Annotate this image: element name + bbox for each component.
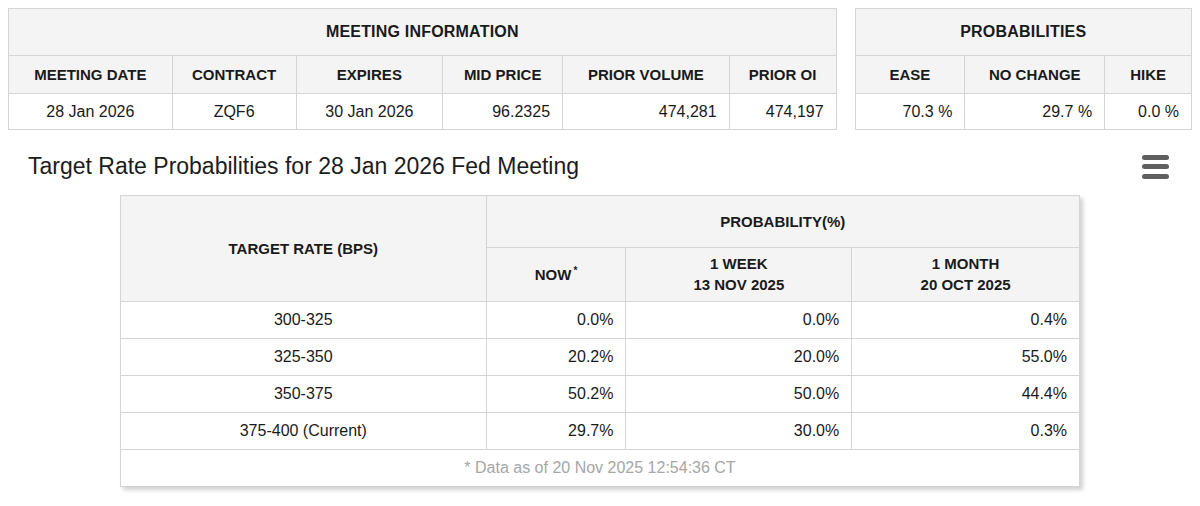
month-probability: 44.4% <box>852 376 1080 413</box>
data-as-of-footnote: * Data as of 20 Nov 2025 12:54:36 CT <box>121 450 1080 487</box>
chart-title-row: Target Rate Probabilities for 28 Jan 202… <box>28 153 1172 180</box>
footnote-asterisk: * <box>573 265 577 276</box>
meeting-info-data-row: 28 Jan 2026 ZQF6 30 Jan 2026 96.2325 474… <box>9 94 837 130</box>
meeting-information-table: MEETING INFORMATION MEETING DATE CONTRAC… <box>8 8 837 130</box>
one-week-label: 1 WEEK <box>634 254 843 274</box>
now-column-header: NOW* <box>486 248 626 302</box>
table-row: 325-350 20.2% 20.0% 55.0% <box>121 339 1080 376</box>
mid-price-value: 96.2325 <box>443 94 563 130</box>
week-probability: 0.0% <box>626 302 852 339</box>
summary-tables-row: MEETING INFORMATION MEETING DATE CONTRAC… <box>8 8 1192 130</box>
hike-value: 0.0 % <box>1105 94 1192 130</box>
probabilities-table: PROBABILITIES EASE NO CHANGE HIKE 70.3 %… <box>855 8 1192 130</box>
probabilities-data-row: 70.3 % 29.7 % 0.0 % <box>855 94 1191 130</box>
now-probability: 50.2% <box>486 376 626 413</box>
week-probability: 50.0% <box>626 376 852 413</box>
meeting-date-header: MEETING DATE <box>9 56 173 94</box>
prior-oi-value: 474,197 <box>729 94 836 130</box>
no-change-header: NO CHANGE <box>965 56 1105 94</box>
probabilities-header-row: EASE NO CHANGE HIKE <box>855 56 1191 94</box>
week-probability: 20.0% <box>626 339 852 376</box>
hamburger-bar <box>1142 164 1169 169</box>
now-probability: 20.2% <box>486 339 626 376</box>
one-month-date: 20 OCT 2025 <box>860 275 1071 295</box>
month-probability: 55.0% <box>852 339 1080 376</box>
prior-volume-header: PRIOR VOLUME <box>563 56 730 94</box>
week-probability: 30.0% <box>626 413 852 450</box>
probabilities-title: PROBABILITIES <box>855 8 1192 55</box>
month-probability: 0.3% <box>852 413 1080 450</box>
fedwatch-page: MEETING INFORMATION MEETING DATE CONTRAC… <box>0 0 1200 495</box>
contract-header: CONTRACT <box>172 56 296 94</box>
table-row: 350-375 50.2% 50.0% 44.4% <box>121 376 1080 413</box>
now-probability: 0.0% <box>486 302 626 339</box>
prior-oi-header: PRIOR OI <box>729 56 836 94</box>
target-rate-bps-header: TARGET RATE (BPS) <box>121 196 487 302</box>
no-change-value: 29.7 % <box>965 94 1105 130</box>
ease-header: EASE <box>855 56 965 94</box>
meeting-information-title: MEETING INFORMATION <box>8 8 837 55</box>
target-rate-value: 300-325 <box>121 302 487 339</box>
meeting-date-value: 28 Jan 2026 <box>9 94 173 130</box>
hamburger-bar <box>1142 155 1169 160</box>
prior-volume-value: 474,281 <box>563 94 730 130</box>
contract-value: ZQF6 <box>172 94 296 130</box>
target-rate-probability-table: TARGET RATE (BPS) PROBABILITY(%) NOW* 1 … <box>120 195 1080 487</box>
now-label: NOW <box>535 266 572 283</box>
one-month-label: 1 MONTH <box>860 254 1071 274</box>
table-row: 375-400 (Current) 29.7% 30.0% 0.3% <box>121 413 1080 450</box>
table-row: 300-325 0.0% 0.0% 0.4% <box>121 302 1080 339</box>
expires-header: EXPIRES <box>296 56 443 94</box>
target-rate-value: 350-375 <box>121 376 487 413</box>
one-month-column-header: 1 MONTH 20 OCT 2025 <box>852 248 1080 302</box>
probability-pct-header: PROBABILITY(%) <box>486 196 1079 248</box>
one-week-date: 13 NOV 2025 <box>634 275 843 295</box>
expires-value: 30 Jan 2026 <box>296 94 443 130</box>
hamburger-menu-icon[interactable] <box>1142 155 1172 179</box>
one-week-column-header: 1 WEEK 13 NOV 2025 <box>626 248 852 302</box>
footnote-row: * Data as of 20 Nov 2025 12:54:36 CT <box>121 450 1080 487</box>
target-rate-table-container: TARGET RATE (BPS) PROBABILITY(%) NOW* 1 … <box>120 195 1192 487</box>
group-header-row: TARGET RATE (BPS) PROBABILITY(%) <box>121 196 1080 248</box>
target-rate-value: 325-350 <box>121 339 487 376</box>
mid-price-header: MID PRICE <box>443 56 563 94</box>
page-title: Target Rate Probabilities for 28 Jan 202… <box>28 153 579 180</box>
now-probability: 29.7% <box>486 413 626 450</box>
hamburger-bar <box>1142 174 1169 179</box>
target-rate-value: 375-400 (Current) <box>121 413 487 450</box>
meeting-info-header-row: MEETING DATE CONTRACT EXPIRES MID PRICE … <box>9 56 837 94</box>
hike-header: HIKE <box>1105 56 1192 94</box>
ease-value: 70.3 % <box>855 94 965 130</box>
month-probability: 0.4% <box>852 302 1080 339</box>
